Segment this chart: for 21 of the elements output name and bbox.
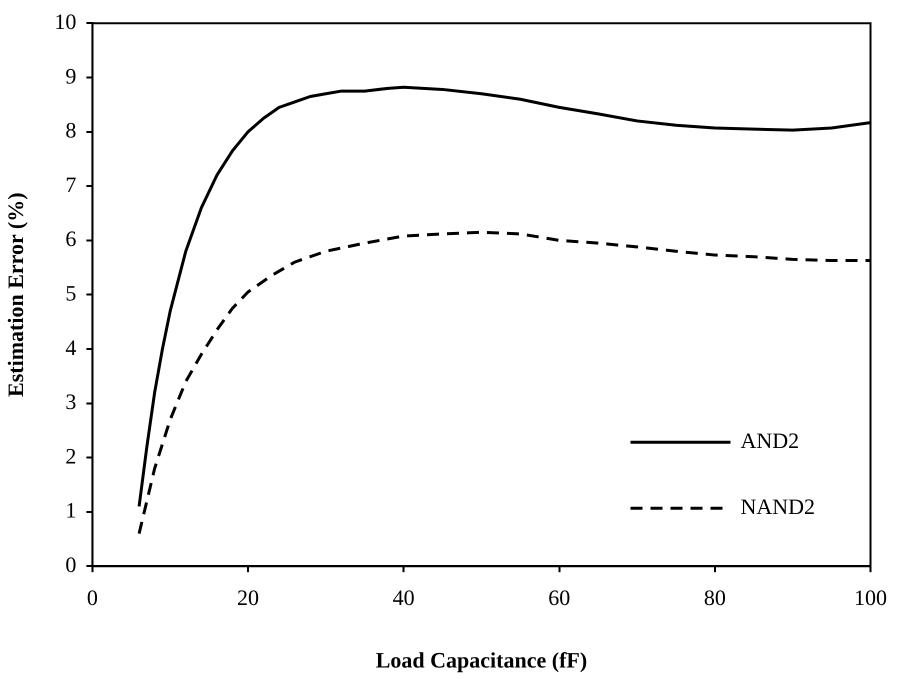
y-tick-label: 5 [65, 280, 76, 306]
x-tick-label: 100 [854, 585, 887, 610]
x-axis-title: Load Capacitance (fF) [376, 647, 588, 672]
x-tick-label: 20 [237, 585, 260, 610]
x-tick-label: 60 [548, 585, 570, 610]
y-tick-label: 9 [65, 63, 76, 88]
y-tick-label: 10 [54, 8, 76, 34]
legend-label: AND2 [740, 428, 800, 453]
y-tick-label: 3 [65, 389, 76, 414]
x-tick-label: 0 [86, 585, 98, 610]
y-tick-label: 6 [65, 226, 76, 252]
y-tick-label: 4 [65, 334, 76, 360]
x-tick-label: 40 [392, 585, 415, 610]
y-tick-label: 1 [65, 498, 76, 523]
y-tick-label: 2 [65, 443, 76, 468]
legend-label: NAND2 [740, 494, 816, 519]
y-axis-title: Estimation Error (%) [2, 192, 28, 397]
y-tick-label: 8 [65, 118, 76, 143]
x-tick-label: 80 [704, 585, 726, 610]
y-tick-label: 7 [65, 172, 76, 197]
y-tick-label: 0 [65, 552, 76, 577]
